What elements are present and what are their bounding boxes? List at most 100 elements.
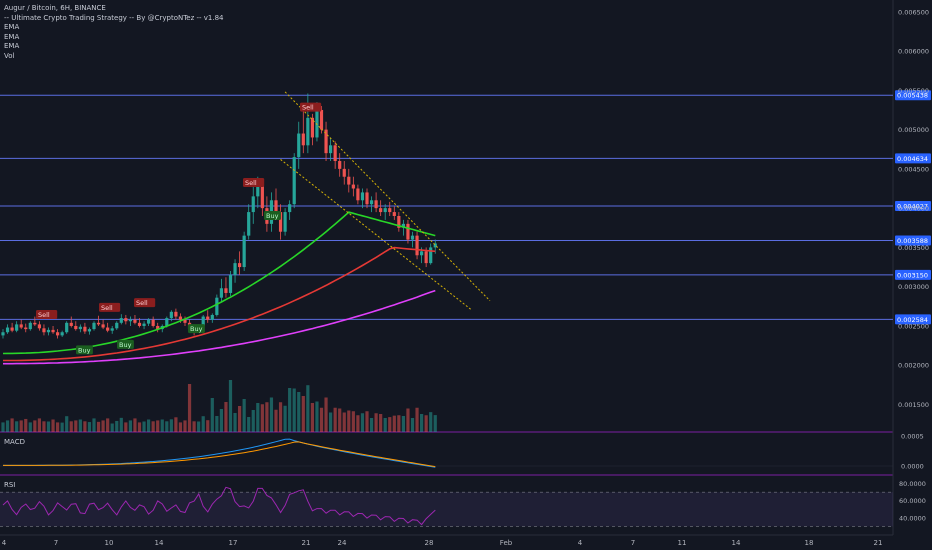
signal-text: Sell: [136, 299, 148, 307]
candle-body: [415, 235, 419, 256]
volume-bar: [278, 402, 283, 432]
volume-bar: [51, 419, 55, 432]
level-badge-text: 0.005438: [897, 92, 928, 100]
candle-body: [137, 322, 142, 326]
candle-body: [401, 223, 405, 228]
signal-text: Sell: [38, 311, 50, 319]
volume-bar: [247, 417, 251, 432]
symbol-title[interactable]: Augur / Bitcoin, 6H, BINANCE: [4, 4, 106, 12]
time-tick-label: 11: [678, 539, 687, 547]
volume-bar: [351, 411, 355, 432]
candle-body: [215, 297, 219, 315]
level-badge-text: 0.004027: [897, 203, 928, 211]
volume-bar: [110, 423, 114, 432]
level-badge-bg: [895, 314, 931, 325]
time-tick-label: 14: [155, 539, 164, 547]
candle-body: [410, 235, 415, 240]
signal-bg: [300, 102, 322, 112]
volume-bar: [406, 408, 410, 432]
candle: [233, 259, 237, 283]
candle-body: [42, 328, 46, 333]
candle: [383, 204, 387, 220]
candle: [278, 204, 283, 240]
channel-lower-line: [280, 159, 473, 311]
macd-tick-label: 0.0005: [901, 433, 924, 441]
volume-bar: [137, 422, 142, 432]
volume-bar: [201, 416, 205, 432]
signal-bg: [36, 309, 58, 319]
candle-body: [119, 318, 123, 323]
indicator-label-ema-3[interactable]: EMA: [4, 42, 20, 50]
candle-body: [28, 322, 32, 330]
candle-body: [351, 184, 355, 189]
level-badge-bg: [895, 153, 931, 164]
rsi-pane-label[interactable]: RSI: [4, 481, 16, 489]
volume-bar: [10, 418, 14, 432]
volume-bar: [206, 420, 210, 432]
volume-bar: [283, 405, 287, 432]
candle: [224, 277, 228, 298]
level-badge-bg: [895, 235, 931, 246]
candle-body: [19, 324, 23, 328]
signal-text: Sell: [101, 304, 113, 312]
volume-bar: [401, 416, 405, 432]
candle: [156, 322, 160, 333]
volume-bar: [115, 420, 119, 432]
macd-pane-label[interactable]: MACD: [4, 438, 25, 446]
indicator-label-ema-1[interactable]: EMA: [4, 23, 20, 31]
level-price-badge: 0.004634: [895, 153, 931, 164]
volume-bar: [356, 415, 360, 432]
candle-body: [383, 208, 387, 213]
volume-bar: [156, 420, 160, 432]
volume-bar: [424, 415, 428, 432]
candle-body: [333, 145, 337, 162]
candle: [329, 137, 333, 162]
time-tick-label: 18: [805, 539, 814, 547]
volume-bar: [124, 422, 128, 432]
candle: [169, 310, 173, 322]
candle-body: [69, 322, 73, 326]
candle-body: [288, 204, 292, 213]
indicator-label-vol[interactable]: Vol: [4, 51, 15, 60]
candle: [356, 184, 360, 205]
candle: [124, 314, 128, 325]
volume-bar: [119, 417, 123, 432]
level-price-badge: 0.003150: [895, 269, 931, 280]
candle-body: [274, 200, 278, 213]
price-tick-label: 0.004000: [898, 205, 929, 213]
candle-body: [242, 235, 246, 268]
level-price-badge: 0.002584: [895, 314, 931, 325]
candle-body: [210, 314, 214, 320]
candle: [115, 321, 119, 330]
candle-body: [365, 192, 369, 205]
time-tick-label: Feb: [500, 539, 513, 547]
volume-bar: [60, 422, 64, 432]
candle: [33, 316, 37, 326]
indicator-label-ema-2[interactable]: EMA: [4, 32, 20, 41]
candle-body: [101, 324, 105, 328]
volume-bar: [215, 416, 219, 432]
buy-signal-badge: Buy: [264, 211, 281, 220]
candle: [133, 314, 137, 325]
candle: [283, 208, 287, 236]
candle-body: [256, 184, 260, 197]
candle: [10, 322, 14, 333]
candle-body: [219, 288, 223, 298]
price-tick-label: 0.002000: [898, 362, 929, 370]
volume-bar: [37, 418, 41, 432]
candle: [24, 323, 28, 333]
volume-bar: [420, 414, 424, 432]
candle: [96, 315, 101, 326]
strategy-label[interactable]: -- Ultimate Crypto Trading Strategy -- B…: [4, 13, 224, 22]
volume-bar: [342, 412, 346, 432]
candle: [87, 327, 92, 335]
candle-body: [347, 176, 351, 185]
volume-bar: [333, 407, 337, 432]
candle-body: [147, 319, 151, 324]
macd-signal-line: [3, 441, 436, 468]
channel-upper-line: [284, 91, 491, 302]
volume-bar: [269, 397, 274, 432]
volume-bar: [374, 413, 378, 432]
